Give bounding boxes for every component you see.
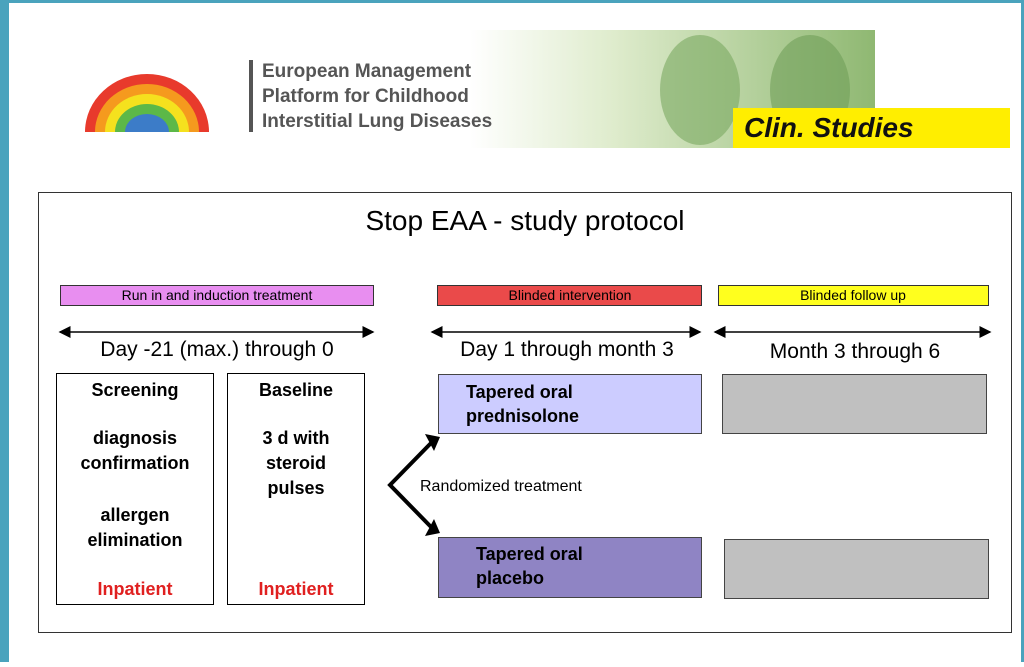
box-text: diagnosis: [93, 428, 177, 448]
header-divider: [249, 60, 253, 132]
platform-text: Interstitial Lung Diseases: [262, 111, 492, 132]
slide: European Management Platform for Childho…: [0, 0, 1024, 662]
period-text: Day -21 (max.) through 0: [100, 338, 333, 361]
setting-text: Inpatient: [98, 579, 173, 599]
box-text: 3 d with: [263, 428, 330, 448]
box-heading: Baseline: [259, 380, 333, 400]
arm-text: Tapered oral: [476, 544, 583, 564]
phase-label: Run in and induction treatment: [122, 287, 313, 303]
arm-text: placebo: [476, 568, 544, 588]
frame-left: [0, 0, 9, 662]
box-text: elimination: [87, 530, 182, 550]
box-heading: Screening: [91, 380, 178, 400]
followup-box: [725, 540, 989, 599]
phase-label: Blinded intervention: [509, 287, 632, 303]
period-text: Month 3 through 6: [770, 340, 940, 363]
box-text: steroid: [266, 453, 326, 473]
lung-shape: [660, 35, 740, 145]
box-text: allergen: [100, 505, 169, 525]
randomization-text: Randomized treatment: [420, 478, 582, 495]
platform-text: Platform for Childhood: [262, 86, 469, 107]
badge-text: Clin. Studies: [744, 112, 914, 143]
protocol-title: Stop EAA - study protocol: [365, 205, 684, 236]
followup-box: [723, 375, 987, 434]
box-text: confirmation: [80, 453, 189, 473]
period-text: Day 1 through month 3: [460, 338, 674, 361]
arm-text: Tapered oral: [466, 382, 573, 402]
setting-text: Inpatient: [259, 579, 334, 599]
platform-text: European Management: [262, 61, 472, 82]
phase-label: Blinded follow up: [800, 287, 906, 303]
frame-top: [0, 0, 1024, 3]
arm-text: prednisolone: [466, 406, 579, 426]
screening-box: [57, 374, 214, 605]
box-text: pulses: [267, 478, 324, 498]
